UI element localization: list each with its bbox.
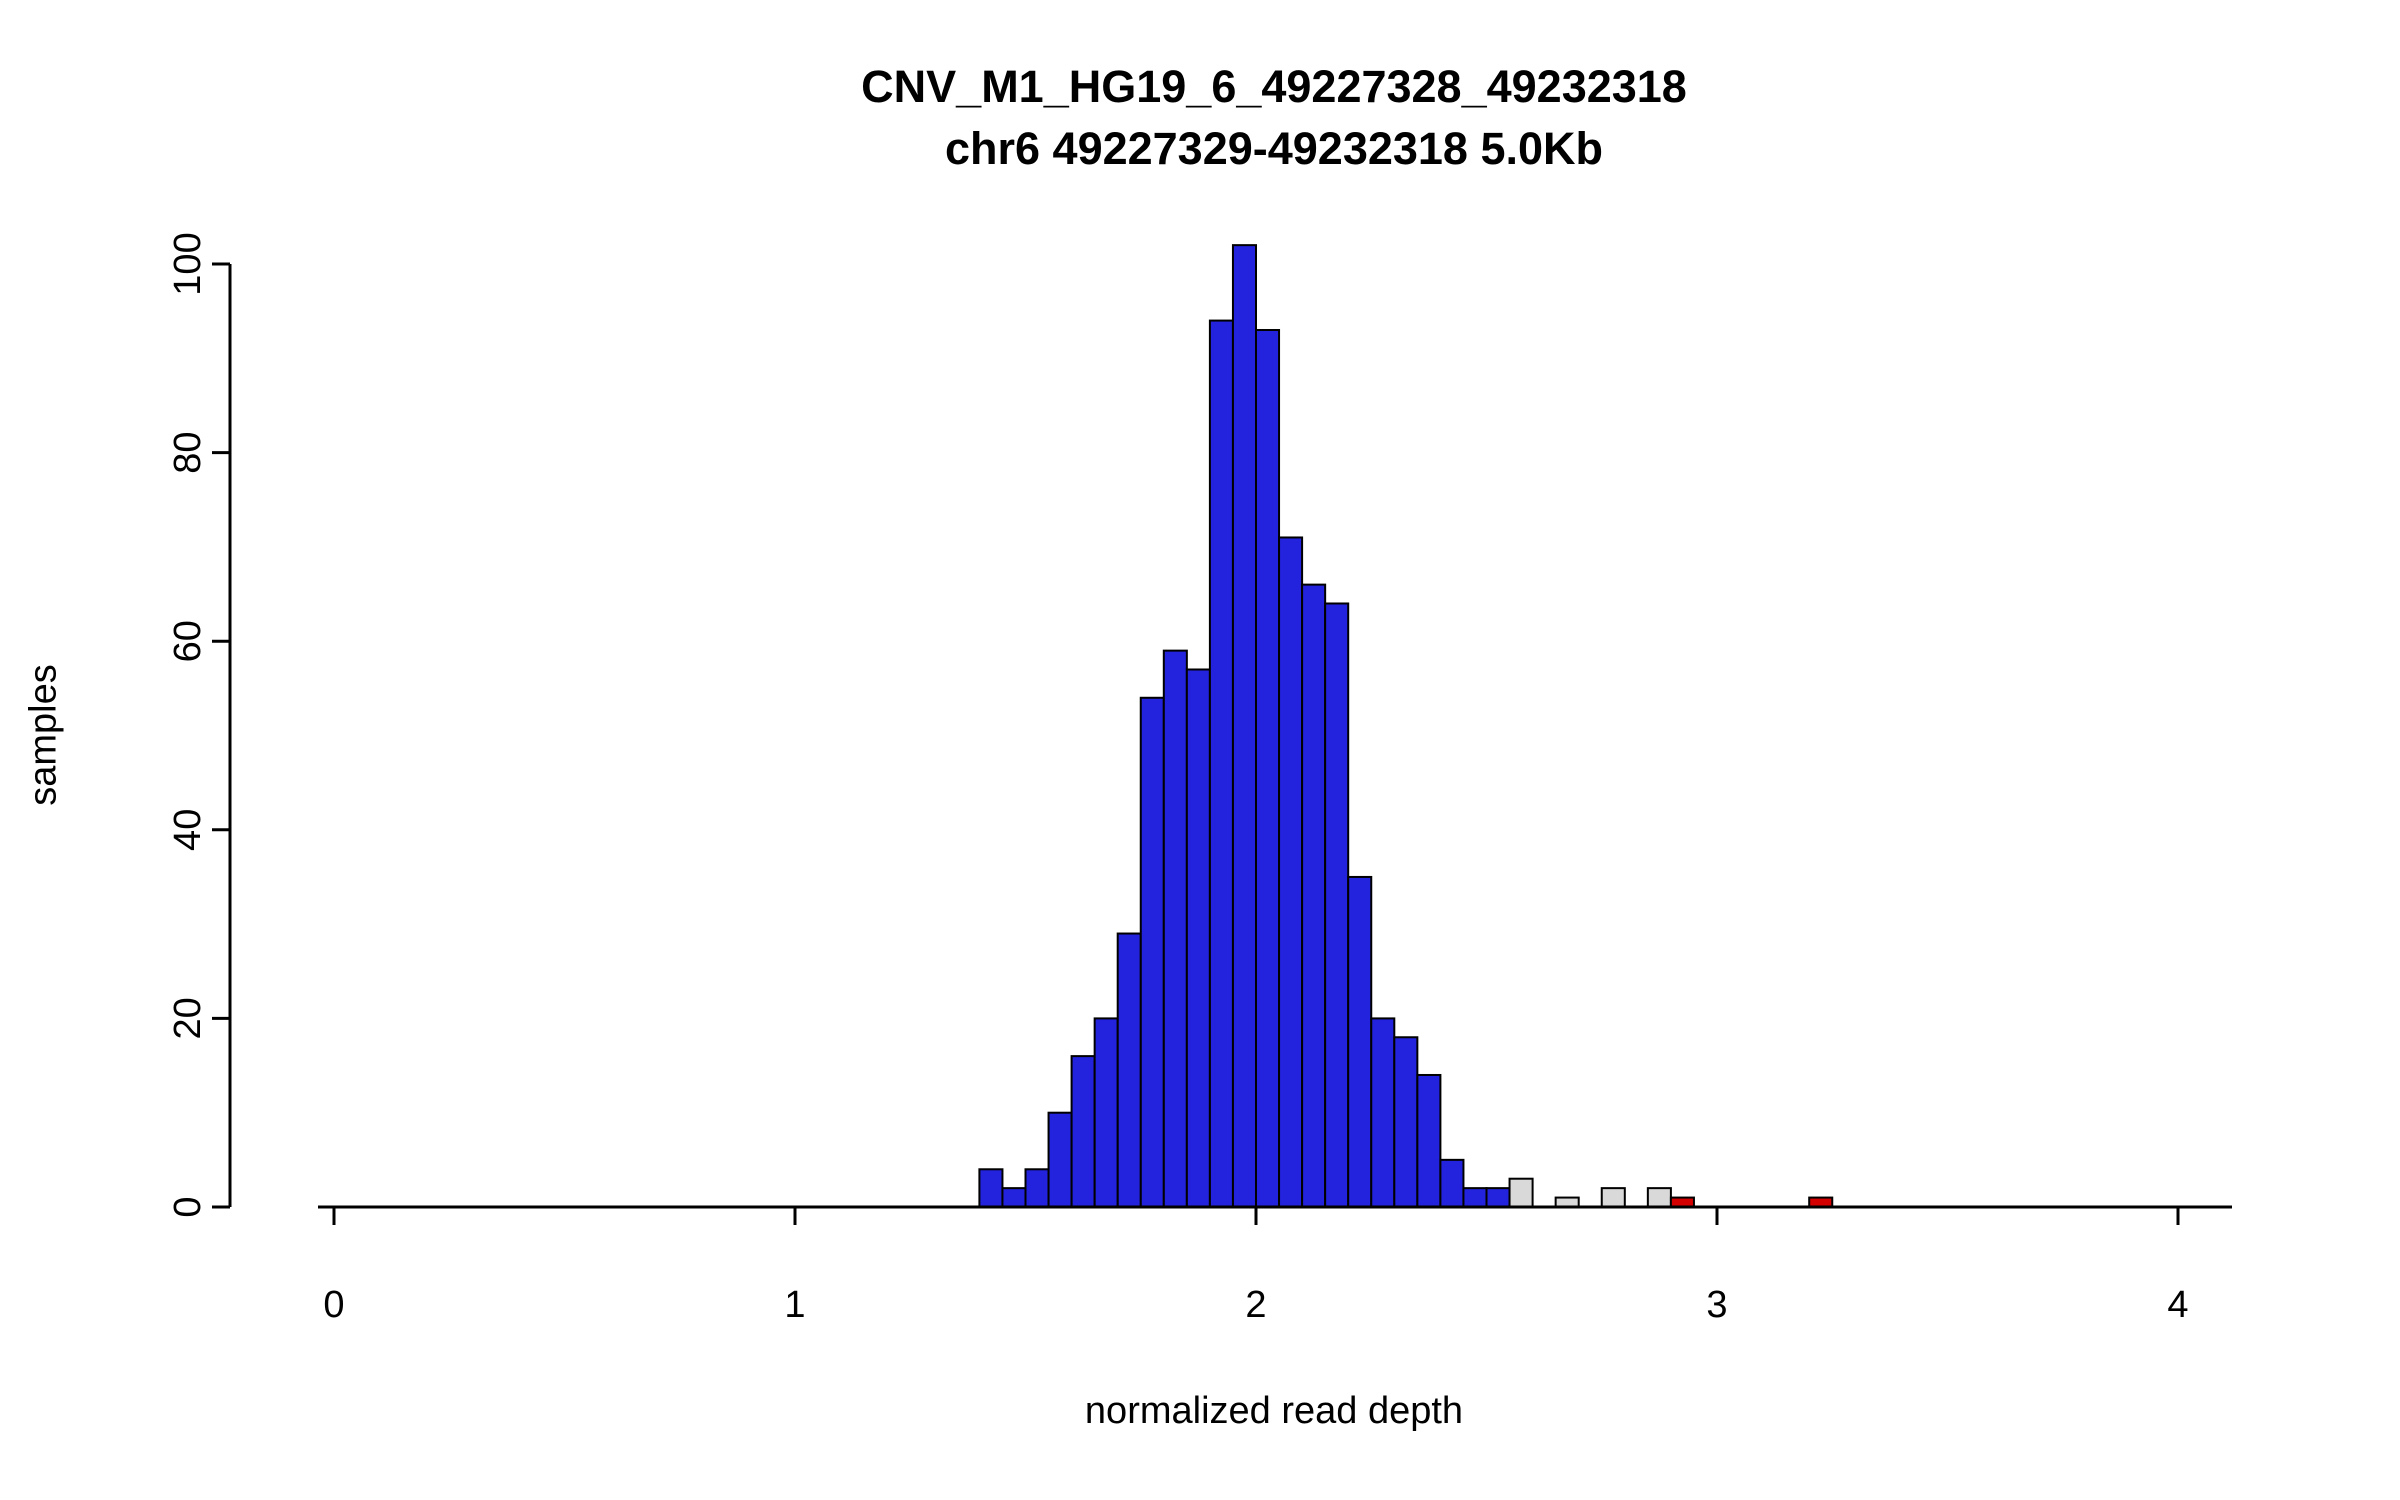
y-axis-label: samples (22, 664, 65, 806)
histogram-bar (1231, 244, 1257, 1208)
y-axis-tick-label: 0 (167, 1196, 209, 1217)
chart-title: CNV_M1_HG19_6_49227328_49232318 (861, 61, 1687, 112)
x-axis-tick-label: 4 (2167, 1284, 2188, 1326)
histogram-bar (1139, 696, 1165, 1209)
y-axis-tick-label: 20 (167, 997, 209, 1039)
histogram-bar (1600, 1187, 1626, 1209)
histogram-bar (1162, 649, 1188, 1208)
histogram-bar (1508, 1177, 1534, 1208)
y-axis-tick-label: 60 (167, 620, 209, 662)
histogram-bar (1324, 602, 1350, 1208)
histogram-bar (1485, 1187, 1511, 1209)
histogram-bar (1416, 1073, 1442, 1208)
histogram-bar (1462, 1187, 1488, 1209)
histogram-bar (978, 1168, 1004, 1209)
histogram-bar (1208, 319, 1234, 1208)
histogram-bar (1093, 1017, 1119, 1209)
chart-subtitle: chr6 49227329-49232318 5.0Kb (944, 123, 1603, 174)
chart-title-block: CNV_M1_HG19_6_49227328_49232318 chr6 492… (148, 56, 2400, 180)
histogram-bar (1347, 875, 1373, 1208)
histogram-bar (1439, 1158, 1465, 1208)
x-axis-tick-label: 2 (1245, 1284, 1266, 1326)
histogram-bar (1370, 1017, 1396, 1209)
y-axis-tick-label: 40 (167, 809, 209, 851)
histogram-bar (1070, 1055, 1096, 1208)
histogram-bar (1116, 932, 1142, 1209)
histogram-bar (1301, 583, 1327, 1208)
histogram-bar (1278, 536, 1304, 1208)
y-axis-tick-label: 100 (167, 232, 209, 295)
histogram-bar (1001, 1187, 1027, 1209)
x-axis-tick-label: 0 (323, 1284, 344, 1326)
x-axis-tick-label: 1 (784, 1284, 805, 1326)
y-axis-tick-label: 80 (167, 431, 209, 473)
histogram-bar (1393, 1036, 1419, 1209)
x-axis-label: normalized read depth (1084, 1390, 1464, 1432)
histogram-bar (1185, 668, 1211, 1208)
histogram-bar (1255, 329, 1281, 1208)
histogram-bar (1646, 1187, 1672, 1209)
x-axis-tick-label: 3 (1706, 1284, 1727, 1326)
histogram-bar (1047, 1111, 1073, 1208)
histogram-bar (1024, 1168, 1050, 1209)
